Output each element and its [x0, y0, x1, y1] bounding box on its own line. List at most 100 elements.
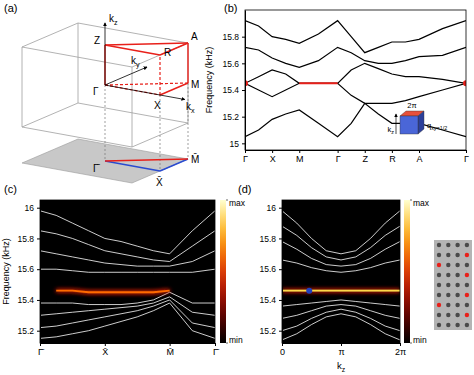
colorbar-tick: [226, 343, 228, 344]
lattice-site: [455, 293, 459, 297]
bz-edge: [22, 103, 78, 127]
y-tick: 15.2: [17, 326, 40, 336]
x-tick: Γ: [243, 150, 248, 164]
label-main: M: [191, 79, 199, 90]
band-line: [282, 211, 400, 254]
label: kz: [388, 125, 395, 135]
x-tick: Γ̄: [38, 343, 45, 357]
projection-line: [105, 85, 106, 161]
inset: 2πkzqxy=1/2: [388, 101, 448, 135]
plot-frame: [40, 200, 215, 343]
y-tick-mark: [279, 300, 282, 301]
y-tick: 15.4: [222, 85, 245, 95]
y-tick-mark: [37, 208, 40, 209]
surface-path: [160, 159, 188, 171]
lattice-site: [465, 243, 469, 247]
y-tick-label: 16: [25, 203, 35, 213]
label-main: X̄: [156, 176, 163, 188]
x-tick-mark: [170, 343, 171, 346]
path-line: [105, 83, 188, 85]
label: M̄: [191, 153, 199, 165]
colorbar-label: max: [229, 198, 246, 208]
y-tick-label: 15.2: [17, 326, 34, 336]
y-tick: 16: [25, 203, 40, 213]
y-tick-label: 15.8: [222, 32, 239, 42]
y-tick: 15.4: [259, 295, 282, 305]
x-tick: Z: [363, 150, 369, 164]
lattice-site: [437, 303, 441, 307]
x-tick-label: 0: [280, 347, 285, 357]
band-line: [40, 269, 215, 272]
y-tick: 15.2: [222, 112, 245, 122]
label-main: Z: [94, 35, 100, 46]
label: kz: [337, 360, 346, 373]
y-tick: 15.6: [17, 264, 40, 274]
band-line: [282, 314, 400, 340]
label: Γ̄: [93, 163, 101, 174]
x-tick-label: M̄: [166, 347, 174, 357]
band-line: [245, 21, 466, 53]
x-tick-label: R: [389, 154, 396, 164]
bz-edge: [78, 23, 79, 103]
y-tick-mark: [37, 238, 40, 239]
lattice-site: [455, 263, 459, 267]
lattice-site: [465, 283, 469, 287]
y-tick-mark: [279, 208, 282, 209]
y-tick-label: 15.2: [222, 112, 239, 122]
x-tick: X: [270, 150, 276, 164]
y-tick-mark: [279, 269, 282, 270]
x-tick-mark: [392, 150, 393, 153]
band-line: [245, 63, 466, 83]
x-axis: ΓXMΓZRAΓ: [243, 150, 469, 164]
axis-arrow: [105, 23, 106, 85]
chart: Γ̄X̄M̄Γ̄15.215.415.615.816Frequency (kHz…: [1, 198, 246, 357]
surface-path: [105, 161, 160, 171]
path-line: [159, 55, 160, 95]
y-axis-line: [40, 201, 41, 344]
label-sub: z: [342, 366, 346, 373]
colorbar: [220, 200, 226, 343]
lattice-site: [446, 273, 450, 277]
y-tick: 15.8: [222, 32, 245, 42]
plot-area: [282, 200, 400, 343]
label: (b): [224, 2, 237, 14]
label-main: 2π: [407, 101, 416, 110]
y-tick: 15.4: [17, 295, 40, 305]
lattice-site: [455, 253, 459, 257]
surface-state: [282, 290, 400, 292]
plot-frame: [282, 200, 400, 343]
bz-edge: [22, 47, 132, 67]
lattice-site: [446, 243, 450, 247]
lattice-site: [437, 323, 441, 327]
x-tick: Γ: [336, 150, 341, 164]
x-tick-label: X: [270, 154, 276, 164]
surface-path: [105, 159, 188, 161]
label-main: Γ̄: [93, 163, 101, 174]
point: [463, 80, 466, 86]
y-tick-label: 15.6: [17, 264, 34, 274]
label: Z: [94, 35, 100, 46]
y-tick-label: 15: [230, 139, 240, 149]
x-tick-label: Γ: [243, 154, 248, 164]
label: kx: [186, 101, 195, 115]
lattice-site: [465, 313, 469, 317]
band-line: [282, 305, 400, 319]
x-tick: π: [338, 343, 344, 357]
lattice-site: [455, 273, 459, 277]
x-tick-label: Γ: [336, 154, 341, 164]
projection-line: [188, 83, 189, 159]
lattice-site: [446, 313, 450, 317]
band-line: [40, 211, 215, 254]
lattice-site: [437, 263, 441, 267]
bz-edge: [22, 23, 78, 47]
label: M: [191, 79, 199, 90]
lattice-site: [465, 323, 469, 327]
band-line: [40, 292, 215, 304]
bz-edge: [132, 67, 133, 147]
label-main: X: [154, 100, 161, 111]
label: Γ: [93, 86, 99, 97]
y-tick-mark: [37, 331, 40, 332]
lattice-site: [437, 253, 441, 257]
x-tick: Γ̄: [213, 343, 220, 357]
bz-edge: [22, 47, 23, 127]
